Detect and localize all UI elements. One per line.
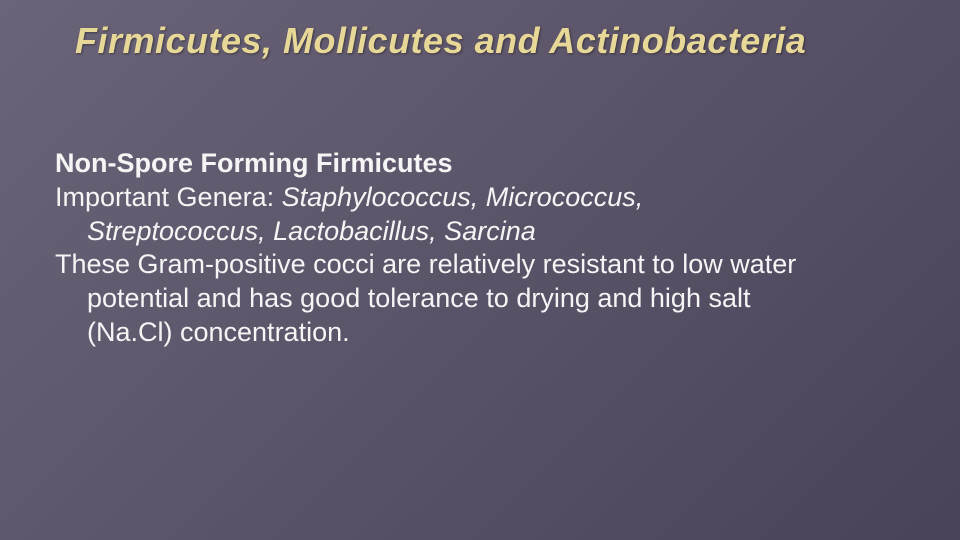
genera-line-1: Important Genera: Staphylococcus, Microc…	[55, 181, 910, 215]
description-line-1: These Gram-positive cocci are relatively…	[55, 248, 910, 282]
subheading-non-spore: Non-Spore Forming Firmicutes	[55, 147, 910, 181]
slide-container: Firmicutes, Mollicutes and Actinobacteri…	[0, 0, 960, 540]
genera-list-part2: Streptococcus, Lactobacillus, Sarcina	[55, 215, 910, 249]
slide-title: Firmicutes, Mollicutes and Actinobacteri…	[75, 20, 910, 62]
genera-list-part1: Staphylococcus, Micrococcus,	[282, 182, 644, 212]
description-line-2: potential and has good tolerance to dryi…	[55, 282, 910, 316]
description-line-3: (Na.Cl) concentration.	[55, 316, 910, 350]
slide-body: Non-Spore Forming Firmicutes Important G…	[55, 147, 910, 350]
genera-label: Important Genera:	[55, 182, 282, 212]
